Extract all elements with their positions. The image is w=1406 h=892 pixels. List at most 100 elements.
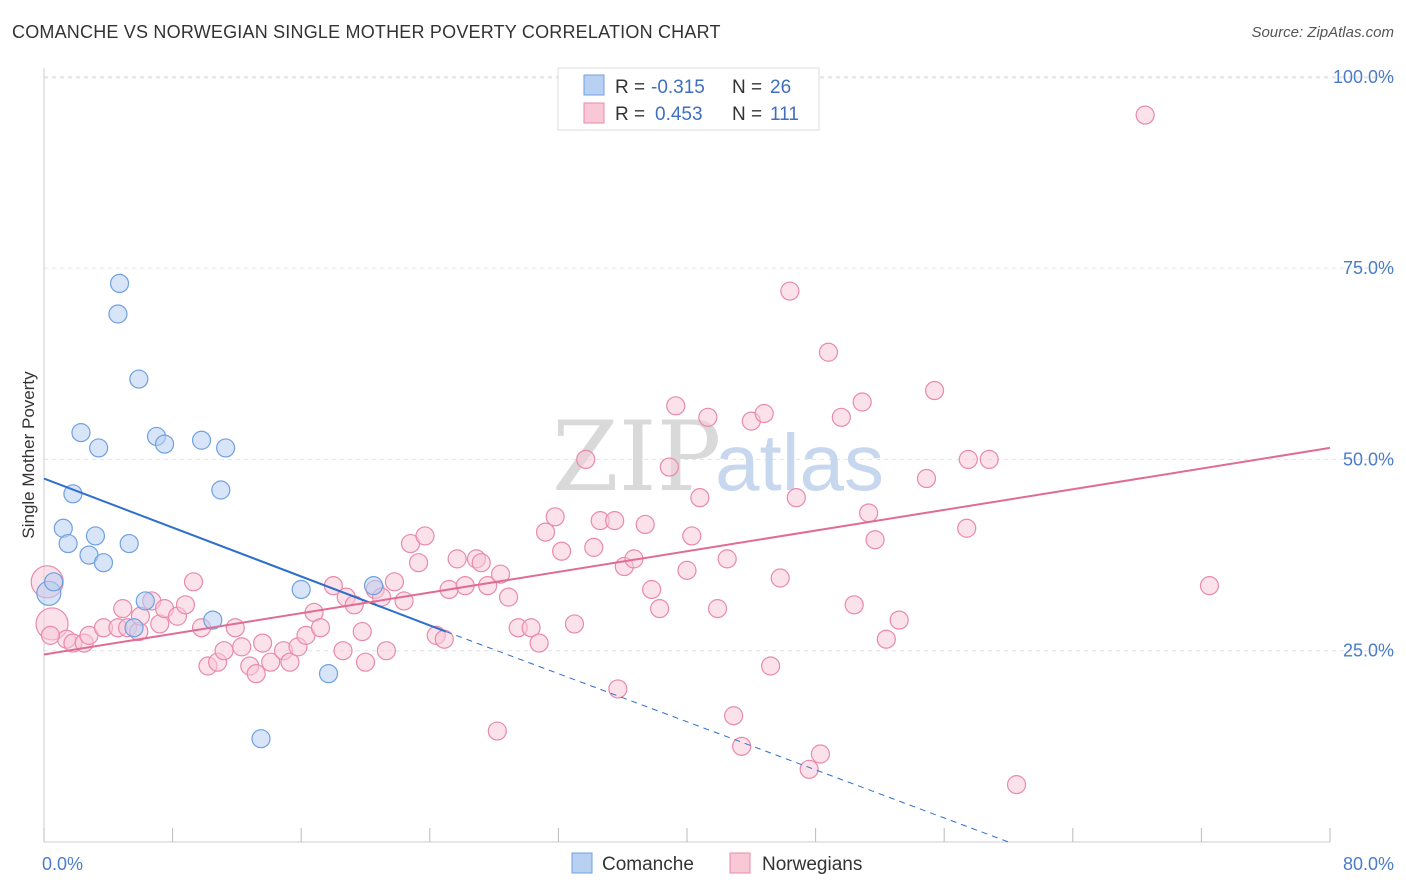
norwegians-point-42 — [376, 641, 396, 661]
norwegians-point-81 — [698, 407, 718, 427]
norwegians-point-70 — [608, 679, 628, 699]
norwegians-point-76 — [659, 457, 679, 477]
y-tick-label-0: 25.0% — [1343, 641, 1394, 661]
norwegians-point-95 — [831, 407, 851, 427]
norwegians-point-93 — [810, 744, 831, 764]
norwegians-point-102 — [916, 468, 937, 489]
chart-source: Source: ZipAtlas.com — [1251, 24, 1394, 41]
norwegians-point-74 — [642, 579, 662, 600]
norwegians-point-96 — [844, 595, 864, 615]
norwegians-point-58 — [498, 587, 519, 607]
grid-layer — [44, 76, 1392, 652]
y-tick-label-3: 100.0% — [1333, 67, 1394, 87]
norwegians-point-26 — [253, 633, 273, 653]
norwegians-trend-line — [43, 446, 1331, 656]
norwegians-point-83 — [717, 549, 737, 569]
norwegians-point-80 — [690, 488, 710, 508]
legend-r-label-comanche: R = — [615, 77, 645, 98]
norwegians-point-75 — [650, 599, 670, 619]
norwegians-point-65 — [564, 614, 585, 634]
norwegians-point-35 — [333, 641, 353, 661]
comanche-point-22 — [251, 729, 271, 749]
norwegians-point-61 — [529, 633, 549, 653]
norwegians-point-91 — [786, 488, 806, 508]
comanche-point-25 — [363, 576, 384, 596]
norwegians-point-105 — [958, 449, 978, 469]
norwegians-point-98 — [859, 503, 879, 523]
comanche-point-24 — [318, 664, 339, 684]
legend-n-value-norwegians: 111 — [770, 104, 799, 125]
norwegians-point-29 — [280, 652, 300, 672]
comanche-point-18 — [191, 430, 212, 450]
norwegians-point-99 — [865, 530, 885, 550]
norwegians-point-85 — [732, 736, 752, 756]
comanche-point-10 — [108, 304, 128, 324]
comanche-point-13 — [124, 618, 144, 638]
norwegians-point-84 — [724, 706, 744, 726]
norwegians-point-79 — [682, 526, 702, 546]
trend-lines — [43, 446, 1331, 843]
comanche-point-7 — [85, 526, 106, 546]
norwegians-point-22 — [225, 618, 245, 638]
series-legend-swatch-comanche — [571, 852, 593, 874]
comanche-point-15 — [135, 591, 155, 611]
comanche-point-3 — [58, 533, 78, 554]
norwegians-point-21 — [214, 641, 234, 661]
norwegians-point-94 — [818, 342, 839, 362]
comanche-point-17 — [154, 434, 175, 454]
norwegians-point-110 — [40, 625, 61, 645]
norwegians-point-109 — [1199, 576, 1220, 596]
norwegians-point-103 — [924, 380, 945, 401]
norwegians-point-108 — [1135, 105, 1155, 125]
norwegians-point-47 — [415, 526, 435, 546]
legend-swatch-norwegians — [583, 102, 605, 124]
x-tick-label-max: 80.0% — [1343, 854, 1394, 874]
axes-layer — [43, 68, 1331, 843]
norwegians-point-46 — [408, 553, 429, 573]
y-tick-label-2: 75.0% — [1343, 258, 1394, 278]
norwegians-point-89 — [770, 568, 790, 588]
comanche-point-8 — [89, 438, 109, 458]
norwegians-point-43 — [384, 572, 405, 592]
comanche-point-20 — [211, 480, 231, 500]
norwegians-point-16 — [175, 595, 196, 615]
comanche-point-11 — [109, 273, 130, 294]
norwegians-point-97 — [852, 392, 872, 412]
comanche-trend-extension — [445, 631, 1009, 843]
comanche-point-5 — [71, 423, 91, 443]
norwegians-point-73 — [635, 514, 655, 535]
norwegians-point-104 — [957, 518, 977, 538]
comanche-point-19 — [203, 610, 223, 630]
norwegians-point-82 — [707, 599, 728, 619]
norwegians-point-63 — [545, 507, 565, 527]
legend-n-label-norwegians: N = — [732, 104, 762, 125]
norwegians-point-67 — [584, 537, 604, 557]
legend-r-label-norwegians: R = — [615, 104, 645, 125]
norwegians-point-87 — [754, 403, 774, 424]
comanche-point-9 — [93, 553, 114, 573]
norwegians-point-56 — [487, 721, 507, 741]
norwegians-point-64 — [552, 541, 572, 561]
norwegians-point-106 — [979, 449, 999, 469]
norwegians-point-78 — [677, 560, 697, 580]
norwegians-point-51 — [447, 549, 467, 569]
legend-swatch-comanche — [583, 74, 605, 96]
comanche-point-21 — [216, 438, 236, 458]
norwegians-point-17 — [183, 572, 204, 592]
legend-r-value-comanche: -0.315 — [651, 77, 705, 98]
comanche-trend-line — [43, 477, 447, 633]
norwegians-point-88 — [760, 656, 781, 676]
norwegians-point-8 — [113, 599, 133, 619]
comanche-point-12 — [119, 533, 139, 554]
norwegians-point-62 — [535, 522, 556, 542]
norwegians-point-25 — [246, 664, 266, 684]
legend-n-label-comanche: N = — [732, 77, 762, 98]
norwegians-point-23 — [232, 637, 252, 657]
norwegians-point-100 — [876, 629, 896, 649]
norwegians-point-101 — [889, 610, 909, 630]
comanche-point-23 — [291, 579, 311, 600]
series-legend-swatch-norwegians — [729, 852, 751, 874]
comanche-point-14 — [129, 369, 149, 389]
series-legend-label-comanche: Comanche — [602, 854, 694, 875]
